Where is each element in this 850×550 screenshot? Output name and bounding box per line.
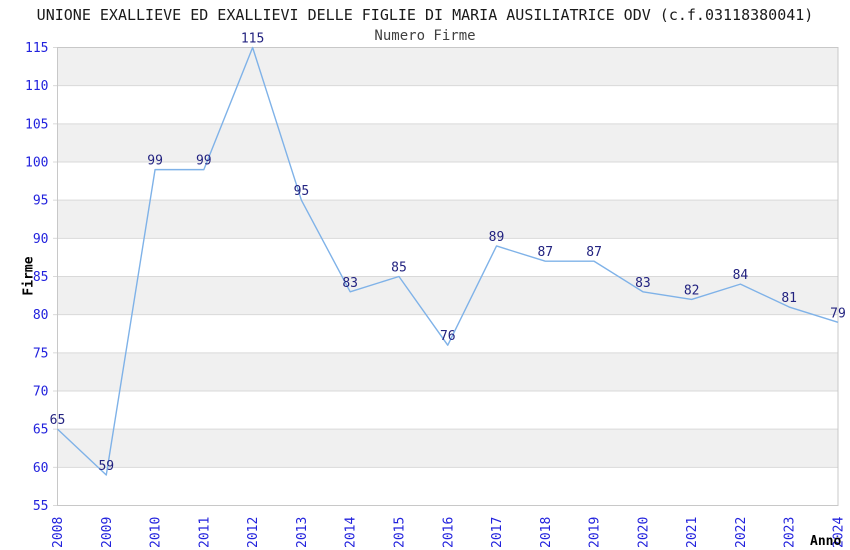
point-label: 95 <box>294 184 310 199</box>
chart-title: UNIONE EXALLIEVE ED EXALLIEVI DELLE FIGL… <box>36 6 814 24</box>
y-tick-label: 95 <box>33 194 49 209</box>
point-label: 99 <box>147 154 163 169</box>
point-label: 84 <box>733 268 749 283</box>
y-tick-label: 80 <box>33 308 49 323</box>
y-tick-label: 55 <box>33 499 49 514</box>
plot-border <box>57 47 839 506</box>
x-tick-label: 2019 <box>588 517 603 548</box>
plot-band <box>57 47 838 86</box>
x-tick-label: 2018 <box>539 517 554 548</box>
y-tick-label: 75 <box>33 346 49 361</box>
y-tick-label: 105 <box>25 117 48 132</box>
x-tick-label: 2014 <box>344 517 359 548</box>
plot-band <box>57 352 838 391</box>
point-label: 59 <box>98 459 114 474</box>
x-tick-label: 2017 <box>490 517 505 548</box>
x-tick-label: 2021 <box>685 517 700 548</box>
y-tick-label: 100 <box>25 156 48 171</box>
y-tick-label: 65 <box>33 423 49 438</box>
x-tick-label: 2011 <box>197 517 212 548</box>
point-label: 83 <box>342 276 358 291</box>
point-label: 85 <box>391 261 407 276</box>
y-tick-label: 90 <box>33 232 49 247</box>
point-label: 115 <box>241 32 264 47</box>
plot-band <box>57 200 838 239</box>
plot-band <box>57 276 838 315</box>
x-tick-label: 2024 <box>832 517 847 548</box>
x-tick-label: 2020 <box>636 517 651 548</box>
point-label: 87 <box>586 245 602 260</box>
x-tick-label: 2015 <box>393 517 408 548</box>
x-tick-label: 2010 <box>149 517 164 548</box>
point-label: 81 <box>781 291 797 306</box>
chart-subtitle: Numero Firme <box>374 28 476 44</box>
x-tick-label: 2013 <box>295 517 310 548</box>
point-label: 65 <box>50 413 66 428</box>
point-label: 82 <box>684 283 700 298</box>
y-tick-label: 85 <box>33 270 49 285</box>
x-tick-label: 2023 <box>783 517 798 548</box>
plot-band <box>57 123 838 162</box>
x-axis-label: Anno <box>810 534 842 549</box>
point-label: 99 <box>196 154 212 169</box>
x-tick-label: 2022 <box>734 517 749 548</box>
point-label: 76 <box>440 329 456 344</box>
series-line <box>57 46 839 476</box>
point-label: 87 <box>537 245 553 260</box>
point-label: 89 <box>489 230 505 245</box>
x-tick-label: 2012 <box>246 517 261 548</box>
point-label: 83 <box>635 276 651 291</box>
y-tick-label: 70 <box>33 385 49 400</box>
y-tick-label: 115 <box>25 41 48 56</box>
y-tick-label: 110 <box>25 79 48 94</box>
y-tick-label: 60 <box>33 461 49 476</box>
x-tick-label: 2008 <box>51 517 66 548</box>
point-label: 79 <box>830 306 846 321</box>
x-tick-label: 2009 <box>100 517 115 548</box>
y-axis-label: Firme <box>21 256 37 296</box>
x-tick-label: 2016 <box>441 517 456 548</box>
plot-band <box>57 429 838 468</box>
